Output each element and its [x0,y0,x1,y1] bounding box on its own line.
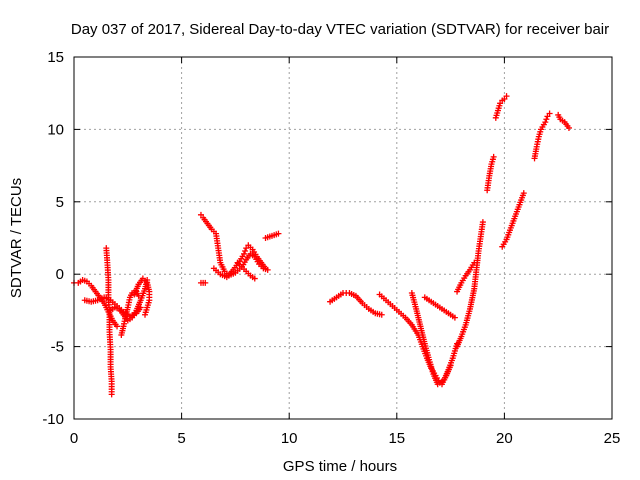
plot-frame [73,56,613,420]
y-tick-label: 10 [47,121,64,138]
y-tick-label: 0 [56,266,64,283]
y-tick-labels: -10 -5 0 5 10 15 [42,49,64,428]
data-point [503,93,510,100]
series-arc-14 [408,290,454,388]
data-point [447,362,454,369]
data-point [202,279,209,286]
data-markers [71,93,572,398]
axis-ticks [73,56,613,420]
series-arc-12 [327,290,385,318]
series-arc-11 [262,230,282,241]
data-point [241,250,248,257]
grid-lines [74,57,612,419]
data-point [251,275,258,282]
x-tick-label: 25 [604,430,621,447]
series-arc-15 [421,294,458,321]
series-arc-08 [210,242,269,281]
data-point [108,391,115,398]
x-axis-label: GPS time / hours [283,458,397,475]
x-tick-label: 15 [388,430,405,447]
series-arc-06 [131,275,153,318]
x-tick-label: 5 [177,430,185,447]
series-arc-09 [234,259,258,282]
series-arc-10 [197,279,209,286]
series-arc-17 [454,259,478,295]
data-point [142,311,149,318]
data-point [135,292,142,299]
data-point [520,190,527,197]
data-point [479,219,486,226]
data-point [378,311,385,318]
data-point [490,153,497,160]
data-point [546,110,553,117]
x-tick-label: 20 [496,430,513,447]
data-point [262,265,269,272]
x-tick-label: 10 [281,430,298,447]
series-arc-21 [531,110,553,162]
data-point-interp [242,248,249,255]
data-point [542,119,549,126]
series-arc-19 [492,93,510,121]
data-point [275,230,282,237]
y-tick-label: -5 [51,339,64,356]
data-point [451,314,458,321]
y-tick-label: 15 [47,49,64,66]
chart-title: Day 037 of 2017, Sidereal Day-to-day VTE… [71,21,609,38]
y-axis-label: SDTVAR / TECUs [8,178,25,298]
data-point [114,323,121,330]
data-point-interp [543,116,550,123]
data-point [471,259,478,266]
x-tick-label: 0 [70,430,78,447]
y-tick-label: 5 [56,194,64,211]
x-tick-labels: 0 5 10 15 20 25 [70,430,621,447]
series-arc-20 [499,190,527,250]
series-arc-18 [484,153,497,194]
series-arc-22 [555,111,572,131]
y-tick-label: -10 [42,411,64,428]
data-point [565,124,572,131]
series-arc-03 [103,245,115,398]
